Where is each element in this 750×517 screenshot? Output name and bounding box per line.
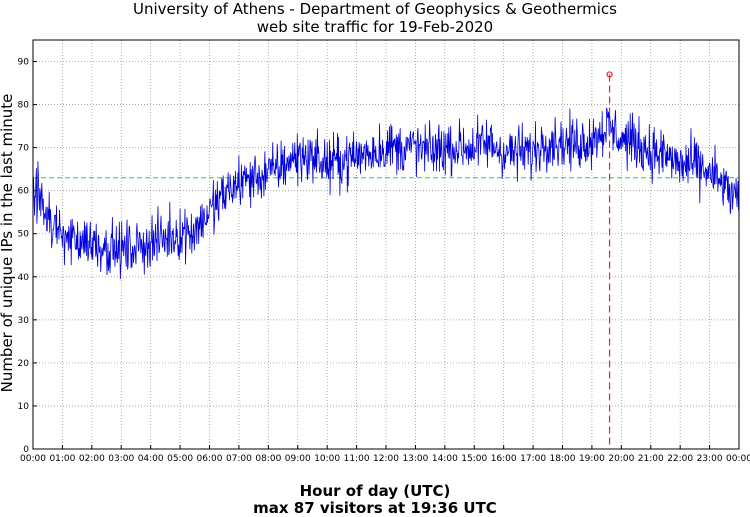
x-tick-label: 22:00	[667, 454, 693, 464]
y-tick-label: 90	[18, 58, 30, 68]
x-tick-label: 08:00	[255, 454, 281, 464]
x-tick-label: 02:00	[79, 454, 105, 464]
x-tick-label: 05:00	[167, 454, 193, 464]
x-tick-label: 10:00	[314, 454, 340, 464]
y-tick-label: 80	[18, 101, 30, 111]
x-tick-label: 03:00	[108, 454, 134, 464]
x-tick-label: 01:00	[49, 454, 75, 464]
x-tick-label: 00:00	[726, 454, 750, 464]
x-tick-label: 09:00	[285, 454, 311, 464]
x-tick-label: 18:00	[550, 454, 576, 464]
x-tick-label: 14:00	[432, 454, 458, 464]
plot-frame	[32, 39, 740, 450]
x-tick-label: 13:00	[402, 454, 428, 464]
x-tick-label: 19:00	[579, 454, 605, 464]
grid-lines	[33, 40, 739, 449]
peak-summary: max 87 visitors at 19:36 UTC	[253, 499, 497, 517]
x-tick-label: 16:00	[491, 454, 517, 464]
peak-marker-dot	[606, 71, 613, 78]
y-tick-label: 40	[18, 273, 30, 283]
y-tick-label: 0	[23, 445, 29, 455]
y-tick-label: 20	[18, 359, 30, 369]
x-axis-label: Hour of day (UTC)	[299, 482, 451, 500]
y-ticks: 0 10 20 30 40 50 60 70 80 90	[18, 58, 37, 455]
x-ticks: 00:00 01:00 02:00 03:00 04:00 05:00 06:00 07:00…	[20, 445, 750, 464]
x-tick-label: 15:00	[461, 454, 487, 464]
y-tick-label: 60	[18, 187, 30, 197]
x-tick-label: 20:00	[608, 454, 634, 464]
x-tick-label: 07:00	[226, 454, 252, 464]
x-tick-label: 04:00	[138, 454, 164, 464]
x-tick-label: 06:00	[197, 454, 223, 464]
y-tick-label: 10	[18, 402, 30, 412]
x-tick-label: 11:00	[344, 454, 370, 464]
chart-title: University of Athens - Department of Geo…	[133, 0, 617, 18]
chart-subtitle: web site traffic for 19-Feb-2020	[256, 18, 494, 36]
x-tick-label: 00:00	[20, 454, 46, 464]
traffic-series-line	[32, 107, 739, 280]
y-tick-label: 30	[18, 316, 30, 326]
x-tick-label: 12:00	[373, 454, 399, 464]
x-tick-label: 17:00	[520, 454, 546, 464]
y-tick-label: 70	[18, 144, 30, 154]
x-tick-label: 21:00	[638, 454, 664, 464]
x-tick-label: 23:00	[697, 454, 723, 464]
y-tick-label: 50	[18, 230, 30, 240]
